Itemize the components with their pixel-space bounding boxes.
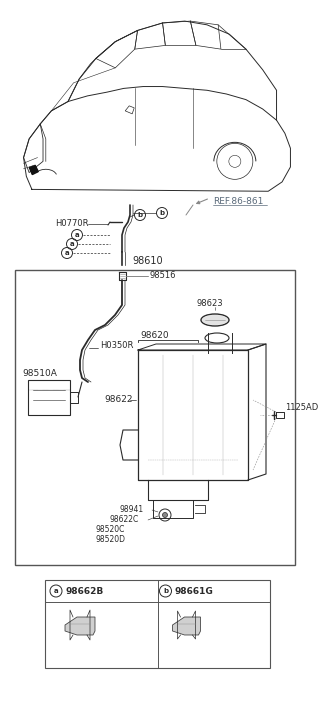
- Text: 98520C: 98520C: [95, 526, 124, 534]
- Text: 98623: 98623: [197, 300, 223, 308]
- Bar: [28, 380, 70, 415]
- Text: a: a: [65, 250, 69, 256]
- Circle shape: [162, 513, 167, 518]
- Text: 98510A: 98510A: [22, 369, 57, 377]
- Ellipse shape: [202, 315, 228, 325]
- Text: b: b: [160, 210, 165, 216]
- Text: a: a: [54, 588, 58, 594]
- Polygon shape: [173, 617, 201, 635]
- Text: b: b: [137, 212, 143, 218]
- Text: 98610: 98610: [133, 256, 163, 266]
- Text: H0350R: H0350R: [100, 340, 133, 350]
- Text: 98661G: 98661G: [174, 587, 213, 595]
- Bar: [45, 580, 270, 668]
- Polygon shape: [29, 166, 38, 174]
- Text: H0770R: H0770R: [55, 220, 88, 228]
- Bar: [15, 270, 295, 565]
- Text: REF.86-861: REF.86-861: [213, 198, 263, 206]
- Polygon shape: [65, 617, 95, 635]
- Text: 98622C: 98622C: [110, 515, 139, 524]
- Text: a: a: [75, 232, 79, 238]
- Text: 98941: 98941: [120, 505, 144, 515]
- Text: 98622: 98622: [104, 395, 132, 404]
- Text: 98516: 98516: [150, 271, 176, 281]
- Text: 98662B: 98662B: [65, 587, 103, 595]
- Text: a: a: [70, 241, 74, 247]
- Text: 98620: 98620: [141, 332, 169, 340]
- Text: b: b: [163, 588, 168, 594]
- Text: 98520D: 98520D: [95, 536, 125, 545]
- Text: 1125AD: 1125AD: [285, 403, 318, 412]
